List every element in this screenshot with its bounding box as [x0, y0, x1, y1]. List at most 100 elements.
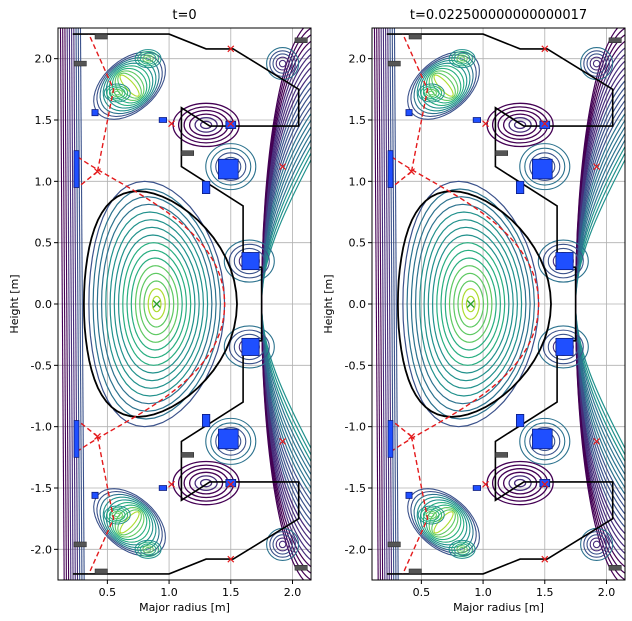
flux-surface — [451, 541, 473, 558]
coil — [158, 485, 168, 491]
flux-surface — [139, 52, 157, 65]
flux-surface — [422, 509, 440, 521]
flux-surface — [580, 527, 614, 561]
flux-surface — [188, 113, 224, 137]
flux-surface — [177, 464, 235, 502]
lower-divertor-contours — [93, 325, 300, 561]
passive-structure — [73, 60, 87, 67]
flux-surface — [130, 257, 183, 351]
x-point-marker — [227, 120, 235, 128]
coil — [218, 428, 239, 450]
x-axis-label: Major radius [m] — [139, 601, 230, 614]
y-tick-label: 1.0 — [35, 175, 53, 188]
flux-surface — [228, 329, 270, 365]
flux-line — [387, 28, 393, 580]
flux-surface — [194, 117, 218, 133]
flux-surface — [278, 540, 287, 549]
x-point-marker — [541, 480, 549, 488]
passive-structure — [181, 452, 195, 458]
flux-surface — [183, 468, 229, 499]
coil — [532, 158, 553, 180]
x-point-marker — [593, 163, 601, 171]
flux-surface — [199, 478, 213, 488]
flux-surface — [592, 540, 601, 549]
flux-surface — [529, 427, 561, 456]
coil — [539, 120, 551, 129]
flux-surface — [425, 510, 437, 520]
flux-surface — [139, 272, 175, 336]
flux-line — [79, 28, 85, 580]
x-point-marker — [279, 163, 287, 171]
passive-structure — [408, 33, 422, 40]
y-tick-label: 1.0 — [349, 175, 367, 188]
coil — [555, 337, 574, 356]
flux-surface — [461, 288, 480, 320]
plot-area — [58, 28, 311, 580]
flux-surface — [456, 545, 468, 554]
coil — [201, 413, 211, 428]
flux-surface — [583, 531, 610, 558]
flux-surface — [448, 49, 476, 69]
x-point-marker — [541, 555, 549, 563]
plot-title: t=0.022500000000000017 — [410, 8, 587, 23]
flux-surface — [458, 56, 466, 61]
x-tick-label: 1.5 — [536, 586, 554, 599]
flux-line — [382, 28, 388, 580]
magnetic-axis-marker — [466, 300, 475, 308]
flux-surface — [215, 427, 247, 456]
flux-surface — [88, 180, 226, 428]
flux-surface — [114, 90, 121, 96]
passive-structure — [387, 541, 401, 548]
flux-surface — [440, 249, 502, 359]
flux-surface — [92, 188, 222, 420]
flux-surface — [419, 499, 468, 546]
flux-surface — [589, 56, 604, 71]
flux-surface — [508, 475, 532, 491]
flux-surface — [428, 90, 435, 96]
flux-surface — [106, 85, 129, 101]
flux-contours-core — [402, 180, 540, 428]
flux-line — [373, 28, 379, 580]
y-tick-label: 2.0 — [35, 53, 53, 66]
flux-surface — [177, 106, 235, 144]
coil — [225, 120, 237, 129]
flux-surface — [275, 537, 290, 552]
passive-structure — [73, 541, 87, 548]
flux-surface — [547, 247, 579, 275]
flux-surface — [272, 534, 293, 555]
flux-surface — [210, 147, 252, 186]
flux-surface — [583, 50, 610, 77]
vessel-wall — [386, 33, 614, 575]
flux-surface — [99, 493, 160, 551]
flux-line — [385, 28, 390, 580]
flux-surface — [537, 325, 589, 369]
coil — [73, 150, 80, 188]
flux-surface — [453, 272, 489, 336]
y-tick-label: 0.5 — [349, 237, 367, 250]
coil — [405, 491, 413, 499]
flux-line — [378, 28, 384, 580]
y-tick-label: -1.5 — [31, 482, 52, 495]
y-tick-label: -0.5 — [31, 359, 52, 372]
flux-surface — [266, 527, 300, 561]
coil — [387, 150, 394, 188]
flux-surface — [103, 83, 131, 103]
x-tick-label: 2.0 — [284, 586, 302, 599]
flux-surface — [497, 109, 543, 140]
y-tick-label: 0.0 — [35, 298, 53, 311]
coil — [472, 117, 482, 123]
flux-surface — [508, 117, 532, 133]
y-tick-label: -0.5 — [345, 359, 366, 372]
flux-surface — [105, 211, 209, 397]
passive-structure — [495, 452, 509, 458]
flux-surface — [547, 333, 579, 361]
flux-surface — [142, 54, 154, 63]
flux-surface — [592, 59, 601, 68]
flux-surface — [111, 510, 123, 520]
flux-surface — [436, 242, 506, 366]
coil — [539, 479, 551, 488]
separatrix-leg — [88, 436, 115, 575]
coil — [91, 491, 99, 499]
flux-surface — [537, 239, 589, 283]
flux-surface — [144, 547, 152, 552]
